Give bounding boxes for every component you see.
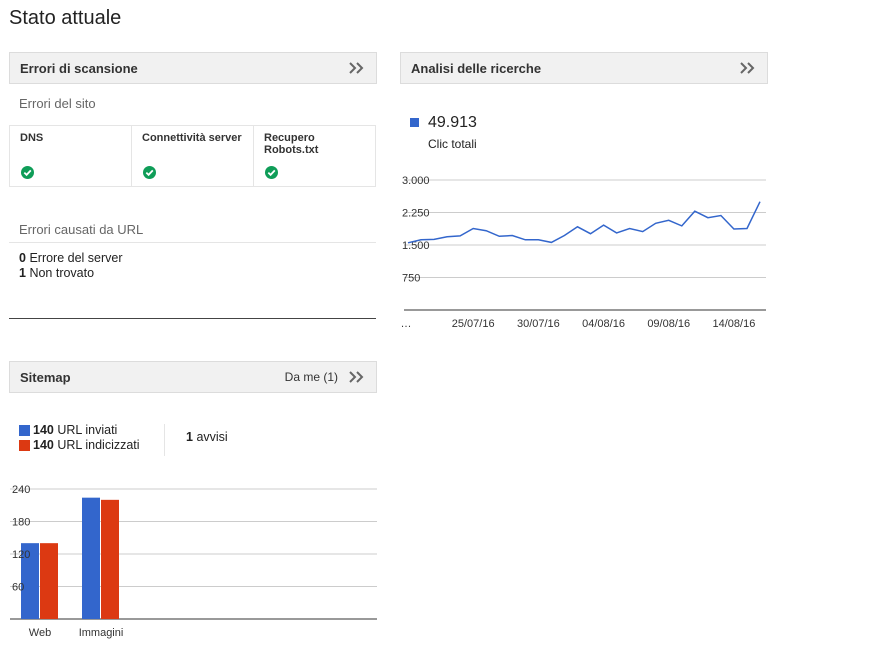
crawl-errors-title: Errori di scansione	[20, 60, 138, 76]
sitemaps-filter[interactable]: Da me (1)	[284, 370, 338, 384]
double-chevron-right-icon[interactable]	[348, 370, 366, 384]
double-chevron-right-icon[interactable]	[739, 61, 757, 75]
x-tick-label: 09/08/16	[647, 318, 690, 330]
crawl-errors-header[interactable]: Errori di scansione	[9, 52, 377, 84]
url-error-server[interactable]: 0 Errore del server	[19, 251, 123, 265]
url-error-label: Non trovato	[29, 266, 95, 280]
site-error-server-connectivity[interactable]: Connettività server	[132, 126, 254, 186]
warnings-count: 1	[186, 430, 193, 444]
y-tick-label: 750	[402, 273, 420, 285]
x-tick-label: 04/08/16	[582, 318, 625, 330]
sitemap-bar-chart: 240 180 120 60 Web Immagini	[10, 484, 377, 639]
sitemap-submitted: 140 URL inviati	[33, 423, 117, 437]
bar[interactable]	[21, 543, 39, 619]
legend-swatch	[410, 118, 419, 127]
x-tick-label: 30/07/16	[517, 318, 560, 330]
x-tick-label: …	[401, 318, 412, 330]
bar[interactable]	[82, 497, 100, 619]
divider	[9, 318, 376, 319]
search-analytics-header[interactable]: Analisi delle ricerche	[400, 52, 768, 84]
page-title: Stato attuale	[9, 7, 122, 29]
sitemaps-header[interactable]: Sitemap Da me (1)	[9, 361, 377, 393]
y-tick-label: 60	[12, 582, 24, 594]
x-tick-label: Immagini	[79, 627, 124, 639]
url-error-label: Errore del server	[29, 251, 123, 265]
indexed-label: URL indicizzati	[57, 438, 140, 452]
x-tick-label: 25/07/16	[452, 318, 495, 330]
url-error-count: 1	[19, 266, 26, 280]
url-error-count: 0	[19, 251, 26, 265]
indexed-count: 140	[33, 438, 54, 452]
url-error-not-found[interactable]: 1 Non trovato	[19, 266, 94, 280]
divider	[164, 424, 165, 456]
total-clicks-value: 49.913	[428, 114, 477, 131]
site-error-label: Recupero Robots.txt	[264, 132, 319, 156]
x-tick-label: Web	[29, 627, 51, 639]
clicks-series-line	[407, 201, 761, 244]
y-tick-label: 3.000	[402, 175, 430, 187]
site-error-label: Connettività server	[142, 132, 242, 144]
total-clicks-label: Clic totali	[428, 137, 477, 151]
check-circle-icon	[143, 166, 156, 179]
double-chevron-right-icon[interactable]	[348, 61, 366, 75]
x-tick-label: 14/08/16	[713, 318, 756, 330]
search-analytics-title: Analisi delle ricerche	[411, 60, 542, 76]
y-tick-label: 240	[12, 484, 30, 496]
check-circle-icon	[21, 166, 34, 179]
sitemaps-title: Sitemap	[20, 369, 71, 385]
clicks-line-chart: 3.000 2.250 1.500 750 … 25/07/16 30/07/16 04/0…	[401, 175, 766, 330]
divider	[9, 242, 376, 243]
sitemap-indexed: 140 URL indicizzati	[33, 438, 140, 452]
warnings-label: avvisi	[196, 430, 228, 444]
check-circle-icon	[265, 166, 278, 179]
url-errors-title: Errori causati da URL	[19, 222, 144, 237]
submitted-count: 140	[33, 423, 54, 437]
bar[interactable]	[40, 543, 58, 619]
y-tick-label: 120	[12, 549, 30, 561]
y-tick-label: 2.250	[402, 208, 430, 220]
y-tick-label: 1.500	[402, 240, 430, 252]
legend-swatch-indexed	[19, 440, 30, 451]
site-error-dns[interactable]: DNS	[10, 126, 132, 186]
site-error-label: DNS	[20, 132, 44, 144]
bar[interactable]	[101, 499, 119, 619]
site-error-robots[interactable]: Recupero Robots.txt	[254, 126, 375, 186]
site-errors-title: Errori del sito	[19, 96, 96, 111]
y-tick-label: 180	[12, 517, 30, 529]
submitted-label: URL inviati	[57, 423, 118, 437]
legend-swatch-submitted	[19, 425, 30, 436]
sitemap-warnings[interactable]: 1 avvisi	[186, 430, 228, 444]
site-errors-table: DNS Connettività server Recupero Robots.…	[9, 125, 376, 187]
